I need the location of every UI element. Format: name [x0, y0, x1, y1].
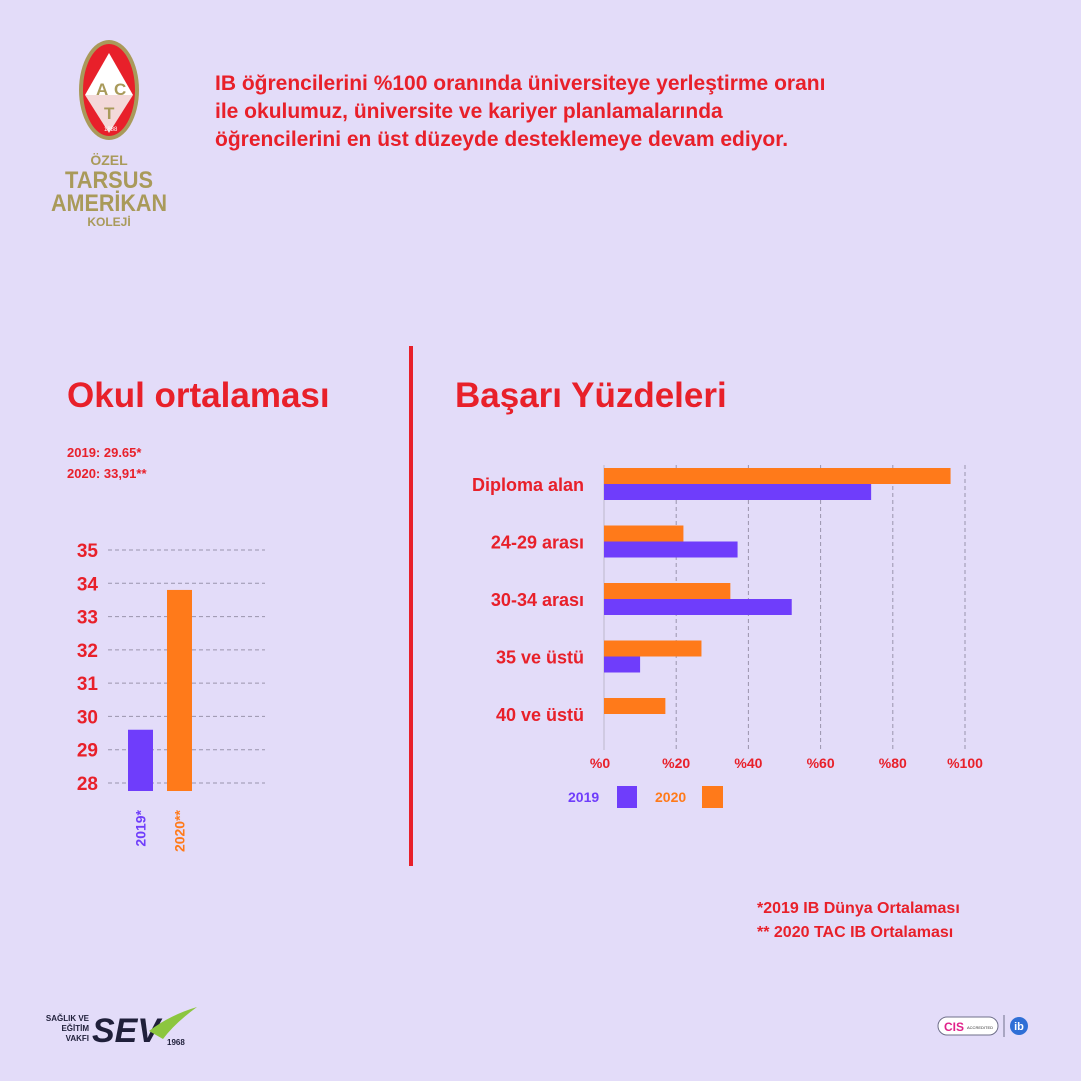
- school-logo: A C T 1888 ÖZEL TARSUS AMERİKAN KOLEJİ: [51, 40, 167, 229]
- legend-label-2020: 2020: [655, 789, 686, 805]
- right-bar-2020: [604, 698, 666, 714]
- right-bar-2019: [604, 656, 641, 673]
- sev-small-line-1: SAĞLIK VE: [46, 1014, 90, 1023]
- sev-small-line-2: EĞİTİM: [61, 1024, 89, 1033]
- logo-emblem-triangle-lower: [85, 95, 133, 133]
- stat-2019: 2019: 29.65*: [67, 445, 142, 460]
- ib-text: ib: [1014, 1021, 1024, 1033]
- right-bar-2020: [604, 640, 702, 657]
- right-x-tick-label: %80: [879, 755, 907, 771]
- success-percentages-chart: %0 %20 %40 %60 %80 %100 Diploma alan 24-29 aras…: [472, 465, 983, 808]
- footnote-2019: *2019 IB Dünya Ortalaması: [757, 900, 960, 917]
- school-average-chart: 28 29 30 31 32 33 34 35 2019* 2020**: [77, 541, 265, 852]
- left-y-tick-label: 35: [77, 541, 99, 562]
- headline: IB öğrencilerini %100 oranında üniversit…: [215, 70, 975, 154]
- logo-letter-c: C: [114, 80, 126, 99]
- logo-text-ozel: ÖZEL: [90, 152, 128, 168]
- right-x-tick-label: %100: [947, 755, 983, 771]
- school-average-title: Okul ortalaması: [67, 376, 330, 415]
- logo-text-tarsus: TARSUS: [65, 167, 153, 194]
- logo-text-koleji: KOLEJİ: [87, 214, 130, 229]
- right-category-label: Diploma alan: [472, 475, 584, 495]
- logo-letter-t: T: [104, 104, 115, 123]
- logo-emblem-triangle: [85, 53, 133, 95]
- logo-text-amerikan: AMERİKAN: [51, 190, 167, 217]
- cis-badge: [937, 1016, 999, 1036]
- left-x-category-label: 2020**: [172, 809, 188, 852]
- success-percentages-title: Başarı Yüzdeleri: [455, 376, 727, 415]
- headline-line-3: öğrencilerini en üst düzeyde desteklemey…: [215, 128, 789, 151]
- right-x-tick-label: %0: [590, 755, 610, 771]
- ib-badge: [1010, 1017, 1028, 1035]
- sev-check-icon: [149, 1007, 197, 1039]
- left-bar-2020: [167, 589, 192, 791]
- legend-swatch-2020: [702, 786, 723, 808]
- right-x-tick-label: %20: [662, 755, 690, 771]
- logo-year: 1888: [104, 127, 118, 133]
- left-x-category-label: 2019*: [133, 809, 149, 846]
- left-y-tick-label: 33: [77, 608, 98, 629]
- right-bar-2019: [604, 484, 872, 500]
- right-bar-2019: [604, 541, 738, 558]
- right-x-tick-label: %40: [734, 755, 762, 771]
- right-x-tick-label: %60: [807, 755, 835, 771]
- right-bar-2020: [604, 583, 731, 599]
- right-category-label: 24-29 arası: [491, 533, 584, 553]
- left-y-tick-label: 32: [77, 641, 98, 662]
- right-bar-2020: [604, 525, 684, 542]
- left-y-tick-label: 31: [77, 674, 99, 695]
- sev-logo: SAĞLIK VE EĞİTİM VAKFI SEV 1968: [46, 1007, 197, 1050]
- logo-letter-a: A: [96, 80, 108, 99]
- left-y-tick-label: 30: [77, 707, 98, 728]
- right-category-label: 35 ve üstü: [496, 648, 584, 668]
- sev-small-line-3: VAKFI: [66, 1034, 89, 1043]
- sev-year: 1968: [167, 1038, 185, 1047]
- headline-line-2: ile okulumuz, üniversite ve kariyer plan…: [215, 100, 723, 123]
- headline-line-1: IB öğrencilerini %100 oranında üniversit…: [215, 72, 826, 95]
- right-bar-2020: [604, 468, 951, 484]
- right-bar-2019: [604, 599, 792, 615]
- legend-swatch-2019: [617, 786, 637, 808]
- right-category-label: 30-34 arası: [491, 590, 584, 610]
- left-bar-2019: [128, 729, 153, 791]
- accreditation-logos: CIS ACCREDITED ib: [937, 1015, 1028, 1037]
- left-y-tick-label: 28: [77, 774, 98, 795]
- legend-label-2019: 2019: [568, 789, 599, 805]
- left-y-tick-label: 29: [77, 741, 98, 762]
- left-y-tick-label: 34: [77, 574, 99, 595]
- cis-small-text: ACCREDITED: [967, 1025, 993, 1030]
- stat-2020: 2020: 33,91**: [67, 466, 147, 481]
- cis-text: CIS: [944, 1020, 964, 1034]
- section-divider: [409, 346, 413, 866]
- footnote-2020: ** 2020 TAC IB Ortalaması: [757, 924, 954, 941]
- right-category-label: 40 ve üstü: [496, 705, 584, 725]
